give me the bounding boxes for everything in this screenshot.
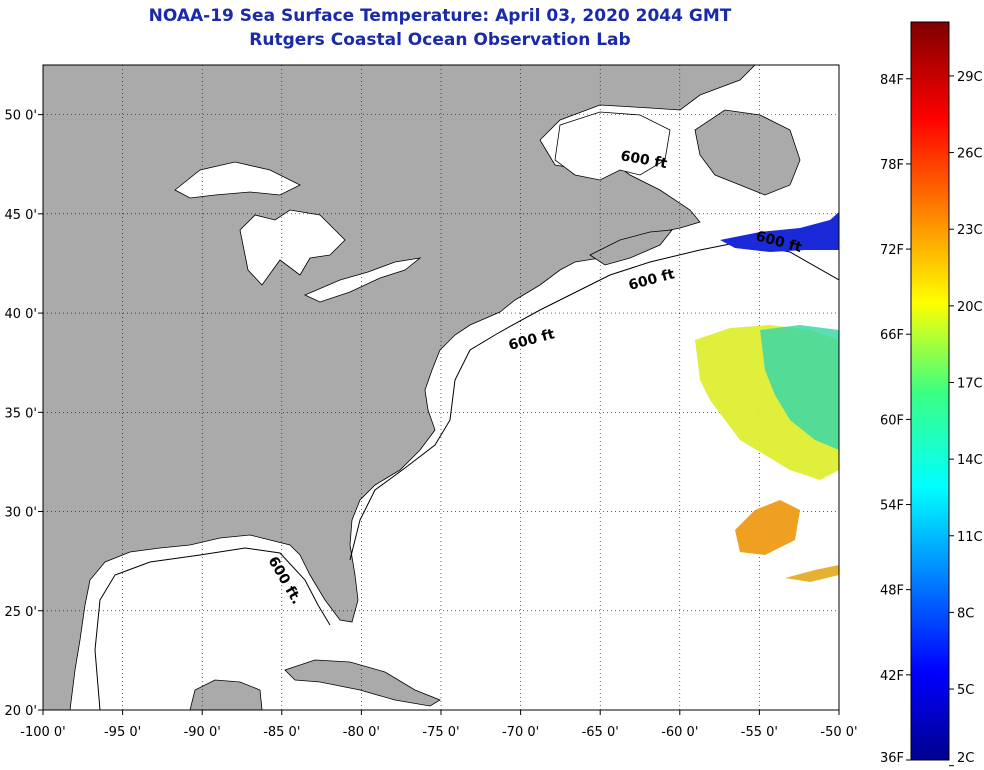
colorbar-f-label: 36F <box>880 751 904 766</box>
lon-tick-label: -55 0' <box>741 725 778 740</box>
colorbar-c-label: 23C <box>957 223 983 238</box>
lake-superior <box>174 161 301 199</box>
lake-michigan-huron <box>239 209 346 286</box>
land-nova-scotia <box>589 229 673 266</box>
colorbar-f-label: 66F <box>880 328 904 343</box>
lake-erie-ontario <box>304 257 422 303</box>
colorbar-f-label: 48F <box>880 584 904 599</box>
colorbar-c-label: 29C <box>957 70 983 85</box>
colorbar <box>910 21 950 761</box>
sst-patch-cold <box>720 212 839 252</box>
colorbar-f-label: 72F <box>880 243 904 258</box>
colorbar-f-label: 60F <box>880 413 904 428</box>
lon-tick-label: -85 0' <box>263 725 300 740</box>
colorbar-c-label: 11C <box>957 530 983 545</box>
colorbar-c-label: 17C <box>957 376 983 391</box>
lon-tick-label: -95 0' <box>104 725 141 740</box>
colorbar-c-label: 20C <box>957 300 983 315</box>
sst-data-layer <box>695 212 839 582</box>
lat-tick-label: 25 0' <box>4 605 37 620</box>
colorbar-f-label: 54F <box>880 499 904 514</box>
land-newfoundland <box>694 109 801 196</box>
contour-600ft <box>94 241 839 710</box>
colorbar-f-label: 42F <box>880 669 904 684</box>
map-subtitle: Rutgers Coastal Ocean Observation Lab <box>249 30 631 50</box>
sst-patch-warm <box>735 500 800 555</box>
lon-tick-label: -50 0' <box>820 725 857 740</box>
lon-tick-label: -80 0' <box>343 725 380 740</box>
colorbar-labels: 36F 42F 48F 54F 60F 66F 72F 78F 84F 2C 5C 8C 11C 14C 1… <box>880 70 983 767</box>
lat-tick-label: 30 0' <box>4 506 37 521</box>
lon-tick-label: -70 0' <box>502 725 539 740</box>
lon-tick-label: -60 0' <box>661 725 698 740</box>
map-grid <box>43 65 839 710</box>
map-axes: -100 0' -95 0' -90 0' -85 0' -80 0' -75 0' -70… <box>4 109 857 740</box>
colorbar-c-label: 26C <box>957 147 983 162</box>
sst-patch-warm-east <box>785 565 839 582</box>
lat-tick-label: 20 0' <box>4 704 37 719</box>
map-area: 600 ft 600 ft 600 ft 600 ft 600 ft. <box>43 65 839 710</box>
colorbar-c-label: 8C <box>957 606 974 621</box>
land-yucatan <box>189 679 263 710</box>
lon-tick-label: -100 0' <box>20 725 65 740</box>
lat-tick-label: 40 0' <box>4 307 37 322</box>
colorbar-c-label: 2C <box>957 751 974 766</box>
lon-tick-label: -90 0' <box>184 725 221 740</box>
colorbar-f-label: 84F <box>880 73 904 88</box>
lon-tick-label: -65 0' <box>582 725 619 740</box>
sst-patch-cyan <box>760 325 839 450</box>
colorbar-c-label: 5C <box>957 683 974 698</box>
lon-tick-label: -75 0' <box>422 725 459 740</box>
colorbar-f-label: 78F <box>880 158 904 173</box>
lat-tick-label: 50 0' <box>4 109 37 124</box>
land-cuba <box>284 659 441 707</box>
lat-tick-label: 45 0' <box>4 208 37 223</box>
gulf-st-lawrence <box>554 111 671 181</box>
lat-tick-label: 35 0' <box>4 406 37 421</box>
map-title: NOAA-19 Sea Surface Temperature: April 0… <box>148 6 732 26</box>
colorbar-c-label: 14C <box>957 453 983 468</box>
